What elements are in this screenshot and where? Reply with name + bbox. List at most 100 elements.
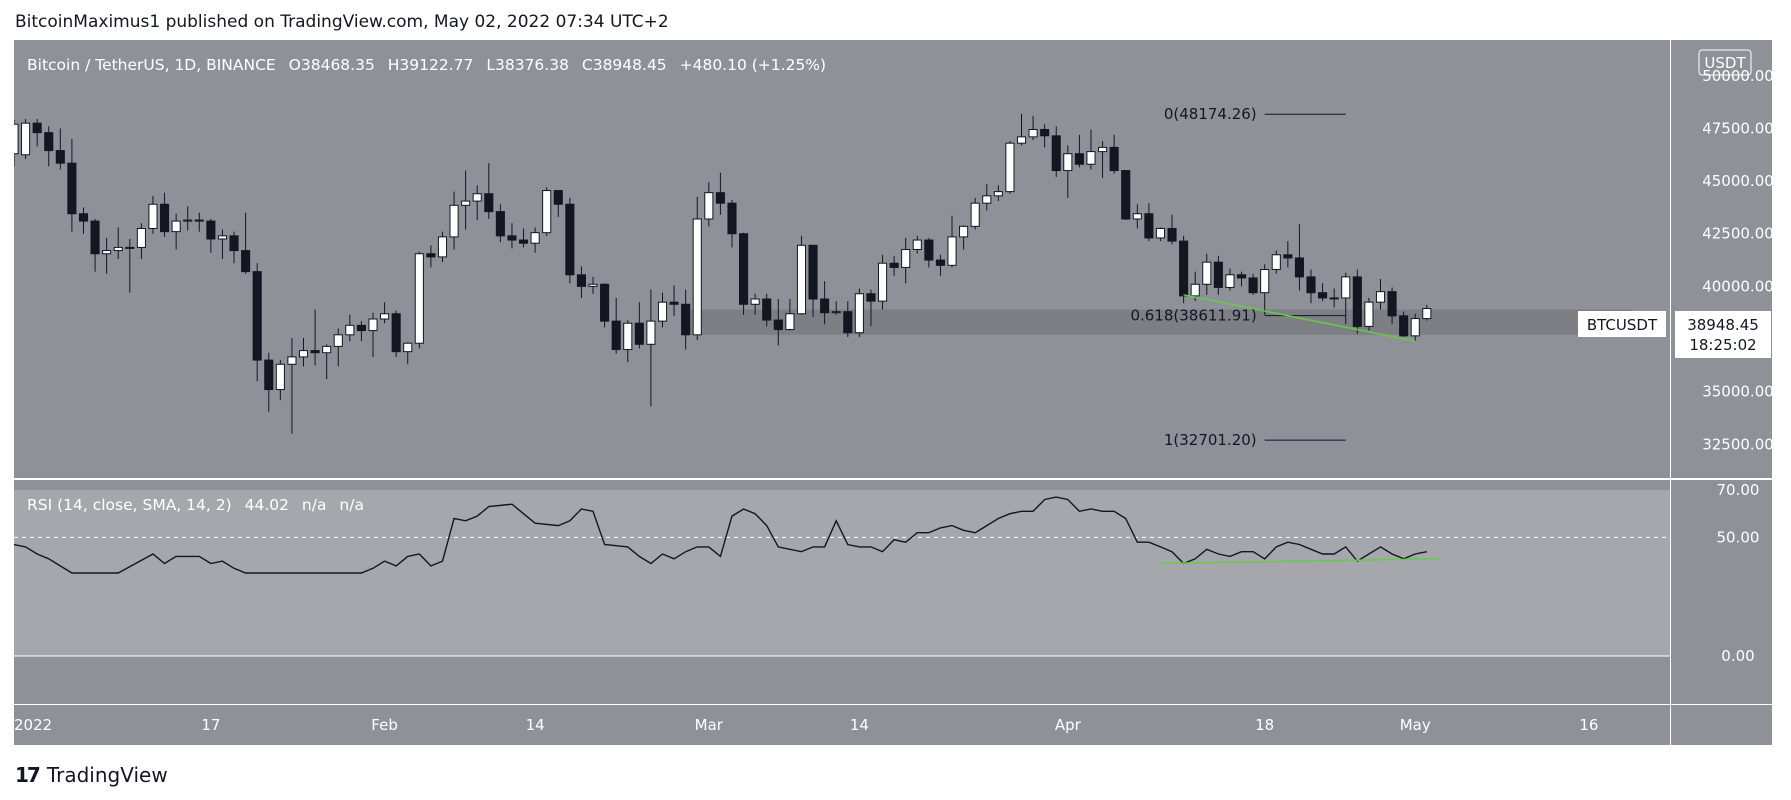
candle[interactable] xyxy=(449,191,459,250)
candle[interactable] xyxy=(472,185,482,221)
candle[interactable] xyxy=(1086,129,1096,170)
candle[interactable] xyxy=(1364,297,1374,331)
candle[interactable] xyxy=(44,126,54,167)
rsi-support-trendline[interactable] xyxy=(1160,558,1439,565)
candle[interactable] xyxy=(1063,145,1073,198)
candle[interactable] xyxy=(21,118,31,159)
candle[interactable] xyxy=(1410,313,1420,342)
candle[interactable] xyxy=(275,360,285,401)
candle[interactable] xyxy=(217,229,228,259)
candle[interactable] xyxy=(877,254,888,310)
candle[interactable] xyxy=(1236,271,1247,287)
candle[interactable] xyxy=(1283,241,1293,268)
chart-area[interactable]: 50000.00 47500.00 45000.00 42500.00 40000.00… xyxy=(14,40,1772,746)
candle[interactable] xyxy=(727,200,737,248)
candle[interactable] xyxy=(78,207,89,234)
time-axis[interactable] xyxy=(14,705,1772,745)
candle[interactable] xyxy=(542,187,552,236)
candle[interactable] xyxy=(924,237,934,268)
candle[interactable] xyxy=(1271,250,1281,274)
candle[interactable] xyxy=(785,299,795,331)
candle[interactable] xyxy=(1190,271,1200,302)
currency-badge[interactable]: USDT xyxy=(1704,54,1746,72)
rsi-axis[interactable] xyxy=(1671,480,1772,704)
candle[interactable] xyxy=(1155,227,1166,242)
candle[interactable] xyxy=(507,223,517,249)
candle[interactable] xyxy=(750,293,760,315)
candle[interactable] xyxy=(194,212,204,232)
candle[interactable] xyxy=(530,227,540,253)
candle[interactable] xyxy=(125,238,135,293)
candle[interactable] xyxy=(14,120,19,167)
candle[interactable] xyxy=(623,320,633,363)
candle[interactable] xyxy=(982,184,992,211)
candle[interactable] xyxy=(1260,264,1270,315)
currency-badge-box[interactable] xyxy=(1698,49,1752,76)
candle[interactable] xyxy=(368,312,378,357)
candle[interactable] xyxy=(1109,134,1119,174)
candle[interactable] xyxy=(1074,134,1084,168)
candle[interactable] xyxy=(136,223,146,259)
candle[interactable] xyxy=(796,235,807,315)
candle[interactable] xyxy=(692,196,702,341)
candle[interactable] xyxy=(1375,279,1386,310)
candle[interactable] xyxy=(229,231,239,264)
candle[interactable] xyxy=(1144,203,1154,242)
main-price-pane[interactable] xyxy=(14,40,1670,478)
candle[interactable] xyxy=(600,283,610,328)
candle[interactable] xyxy=(611,297,621,354)
candlestick-series[interactable] xyxy=(14,113,1432,434)
candle[interactable] xyxy=(461,170,471,230)
candle[interactable] xyxy=(148,195,158,234)
candle[interactable] xyxy=(773,299,783,346)
candle[interactable] xyxy=(67,138,77,232)
candle[interactable] xyxy=(669,285,679,316)
candle[interactable] xyxy=(843,301,853,337)
candle[interactable] xyxy=(970,197,980,230)
candle[interactable] xyxy=(1306,269,1316,304)
candle[interactable] xyxy=(681,289,691,350)
candle[interactable] xyxy=(889,255,899,276)
candle[interactable] xyxy=(171,213,181,250)
candle[interactable] xyxy=(437,231,448,263)
candle[interactable] xyxy=(1121,170,1131,221)
candle[interactable] xyxy=(634,302,644,349)
candle[interactable] xyxy=(1098,141,1108,178)
candle[interactable] xyxy=(298,337,309,367)
candle[interactable] xyxy=(1028,115,1038,141)
candle[interactable] xyxy=(866,289,876,327)
candle[interactable] xyxy=(831,301,841,315)
candle[interactable] xyxy=(1040,124,1050,148)
candle[interactable] xyxy=(206,218,216,253)
candle[interactable] xyxy=(1167,214,1177,245)
candle[interactable] xyxy=(484,163,494,219)
candle[interactable] xyxy=(356,321,366,342)
candle[interactable] xyxy=(1399,311,1409,337)
candle[interactable] xyxy=(912,235,922,254)
candle[interactable] xyxy=(1294,224,1304,291)
candle[interactable] xyxy=(32,118,42,147)
candle[interactable] xyxy=(715,172,725,215)
candle[interactable] xyxy=(1225,268,1235,291)
candle[interactable] xyxy=(322,344,332,380)
candle[interactable] xyxy=(391,310,401,357)
candle[interactable] xyxy=(1005,141,1015,194)
candle[interactable] xyxy=(1179,235,1189,304)
candle[interactable] xyxy=(947,215,957,268)
tradingview-logo[interactable]: 17 TradingView xyxy=(15,763,168,787)
candle[interactable] xyxy=(657,292,668,328)
candle[interactable] xyxy=(518,228,529,248)
candle[interactable] xyxy=(1352,269,1362,334)
candle[interactable] xyxy=(310,309,320,366)
candle[interactable] xyxy=(739,232,749,315)
candle[interactable] xyxy=(565,197,575,284)
candle[interactable] xyxy=(113,227,123,259)
fibonacci-levels[interactable] xyxy=(1264,113,1346,441)
candle[interactable] xyxy=(1213,255,1223,295)
candle[interactable] xyxy=(854,288,864,337)
candle[interactable] xyxy=(704,182,714,227)
candle[interactable] xyxy=(1318,283,1328,302)
candle[interactable] xyxy=(1051,126,1061,177)
candle[interactable] xyxy=(901,237,911,284)
candle[interactable] xyxy=(993,185,1003,202)
